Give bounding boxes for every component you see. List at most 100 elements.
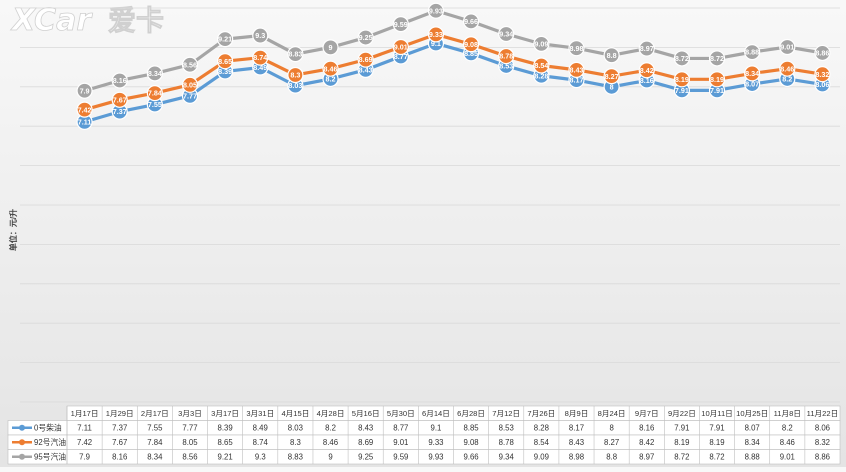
table-cell-value: 7.67 <box>112 438 127 447</box>
data-label: 8.07 <box>745 80 759 89</box>
data-point <box>462 13 480 30</box>
x-tick-label: 8月9日 <box>565 409 589 418</box>
gridlines <box>20 7 840 403</box>
data-label: 8.72 <box>675 54 689 63</box>
table-cell-value: 8.98 <box>569 453 584 462</box>
legend-entry: 92号汽油 <box>34 437 66 447</box>
data-label: 9.3 <box>255 31 265 40</box>
series-lines <box>76 2 831 130</box>
data-point <box>357 51 374 68</box>
data-label: 8.34 <box>745 69 759 78</box>
data-label: 9.93 <box>429 6 443 15</box>
data-label: 8.53 <box>499 62 513 71</box>
x-tick-label: 4月15日 <box>281 409 309 418</box>
data-label: 9.25 <box>359 33 373 42</box>
data-point <box>217 53 234 70</box>
data-label: 8.77 <box>394 52 408 61</box>
data-label: 9.01 <box>394 43 408 52</box>
x-tick-label: 10月25日 <box>736 409 768 418</box>
table-cell-value: 7.84 <box>147 438 163 447</box>
x-tick-label: 3月31日 <box>246 409 274 418</box>
table-cell-value: 8.53 <box>499 424 514 433</box>
data-label: 8.28 <box>534 71 548 80</box>
data-point <box>181 76 199 93</box>
data-point <box>146 85 163 102</box>
data-label: 8.2 <box>326 75 336 84</box>
x-tick-label: 1月29日 <box>106 409 134 418</box>
data-label: 8.17 <box>569 76 583 85</box>
table-cell-value: 8.2 <box>782 424 793 433</box>
data-label: 8.86 <box>815 49 829 58</box>
data-label: 8.56 <box>183 60 197 69</box>
data-label: 8.46 <box>324 64 338 73</box>
table-cell-value: 7.55 <box>147 424 163 433</box>
data-label: 8.88 <box>745 48 759 57</box>
data-point <box>533 35 550 52</box>
data-label: 8.19 <box>675 75 689 84</box>
x-tick-label: 11月22日 <box>807 409 839 418</box>
table-cell-value: 8.3 <box>290 438 301 447</box>
table-cell-value: 8.46 <box>780 438 795 447</box>
table-cell-value: 8.56 <box>182 453 197 462</box>
table-cell-value: 8.74 <box>253 438 269 447</box>
data-point <box>744 44 761 61</box>
x-tick-label: 7月12日 <box>492 409 520 418</box>
data-labels: 7.117.377.557.778.39 8.498.038.28.438.779… <box>78 6 830 126</box>
table-cell-value: 9.34 <box>499 453 515 462</box>
data-label: 8.2 <box>782 75 792 84</box>
data-label: 8.34 <box>148 69 162 78</box>
x-tick-label: 2月17日 <box>141 409 169 418</box>
x-tick-label: 9月7日 <box>635 409 659 418</box>
table-cell-value: 7.11 <box>77 424 92 433</box>
data-point <box>111 72 128 89</box>
data-label: 9.09 <box>534 39 548 48</box>
data-label: 9.59 <box>394 20 408 29</box>
table-cell-value: 8.27 <box>604 438 619 447</box>
data-point <box>533 57 550 74</box>
series-line-2 <box>84 9 823 93</box>
table-cell-value: 8.28 <box>534 424 549 433</box>
data-point <box>252 27 269 44</box>
data-label: 9.21 <box>218 35 232 44</box>
table-cell-value: 8.77 <box>393 424 408 433</box>
data-point <box>498 25 515 43</box>
table-cell-value: 8.88 <box>745 453 760 462</box>
x-tick-label: 9月22日 <box>668 409 696 418</box>
legend-marker-key <box>19 424 25 431</box>
data-label: 7.67 <box>113 95 127 104</box>
table-cell-value: 9.08 <box>463 438 478 447</box>
data-point <box>814 44 831 62</box>
data-table: 1月17日 1月29日 2月17日 3月3日 3月17日 3月31日 4月15日 4月28日 5… <box>7 405 841 465</box>
x-tick-label: 3月3日 <box>178 409 202 418</box>
table-cell-value: 8.46 <box>323 438 338 447</box>
data-label: 8.8 <box>607 51 617 60</box>
data-point <box>638 62 655 79</box>
data-label: 7.91 <box>675 86 689 95</box>
data-label: 8.72 <box>710 54 724 63</box>
table-cell-value: 8.72 <box>709 453 724 462</box>
data-label: 8.39 <box>218 67 232 76</box>
table-cell-value: 8.97 <box>639 453 654 462</box>
data-point <box>181 56 199 73</box>
table-cell-value: 8.16 <box>112 453 127 462</box>
table-cell-value: 9.1 <box>431 424 442 433</box>
series-line-0 <box>84 41 823 124</box>
table-cell-value: 8.49 <box>253 424 268 433</box>
table-cell-value: 9.66 <box>463 453 478 462</box>
data-label: 8.27 <box>605 72 619 81</box>
data-label: 8 <box>610 82 614 91</box>
table-cell-value: 8.72 <box>674 453 689 462</box>
table-cell-value: 7.77 <box>182 424 197 433</box>
table-cell-value: 9.01 <box>393 438 408 447</box>
table-cell-value: 7.42 <box>77 438 92 447</box>
table-cell-value: 8.07 <box>745 424 760 433</box>
data-label: 8.05 <box>183 80 197 89</box>
logo-cn-text: 爱卡 <box>108 4 164 37</box>
data-label: 9.66 <box>464 17 478 26</box>
table-cell-value: 8.34 <box>147 453 163 462</box>
data-point <box>603 68 620 85</box>
data-label: 7.9 <box>80 86 90 95</box>
table-cell-value: 8.83 <box>288 453 303 462</box>
table-cell-value: 8.39 <box>218 424 233 433</box>
